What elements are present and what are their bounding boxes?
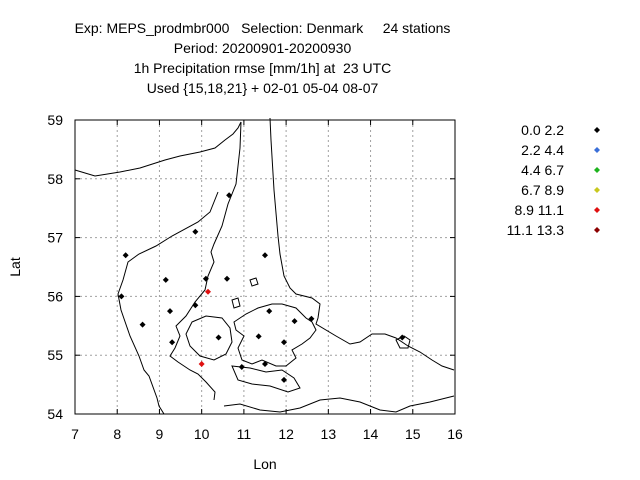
legend-label: 11.1 13.3 [507,222,565,238]
legend-label: 8.9 11.1 [514,202,564,218]
station-point [202,275,209,282]
title-line-3: 1h Precipitation rmse [mm/1h] at 23 UTC [133,60,392,76]
station-point [205,288,211,295]
station-point [226,192,233,199]
legend-marker [594,187,600,193]
coastline-lolland [231,365,301,393]
x-tick-label: 16 [447,426,463,442]
grid [75,120,455,414]
station-point [238,363,245,370]
coastline-funen [185,315,233,361]
legend: 0.0 2.2 2.2 4.4 4.4 6.7 6.7 8.9 8.9 11.1 11.1… [507,122,600,238]
title-line-2: Period: 20200901-20200930 [173,40,352,56]
x-tick-label: 9 [156,426,164,442]
title-line-4: Used {15,18,21} + 02-01 05-04 08-07 [146,80,379,96]
plot-frame [74,119,456,415]
x-tick-label: 8 [113,426,121,442]
y-tick-label: 54 [47,406,63,422]
legend-marker [594,167,600,173]
legend-label: 6.7 8.9 [521,182,564,198]
station-point [169,339,176,346]
coastline-samso [231,297,241,309]
legend-label: 2.2 4.4 [521,142,564,158]
legend-marker [594,147,600,153]
coastline-sweden [269,117,455,371]
station-point [308,315,315,322]
station-point [192,228,199,235]
station-point [167,308,173,315]
x-tick-label: 15 [405,426,421,442]
x-tick-label: 14 [363,426,379,442]
coastline-jutland [74,121,242,415]
station-point [399,334,406,341]
legend-marker [594,127,600,133]
legend-label: 0.0 2.2 [521,122,564,138]
legend-marker [594,207,600,213]
coastline-zealand [233,303,317,367]
coastline-jutland-east [169,121,242,401]
station-point [262,361,268,368]
coastline-baltic-south [223,395,455,413]
x-axis-label: Lon [253,456,276,472]
y-tick-label: 58 [47,171,63,187]
legend-marker [594,227,600,233]
x-tick-label: 10 [194,426,210,442]
x-tick-label: 11 [237,426,252,442]
station-point [281,376,287,383]
y-tick-label: 56 [47,288,63,304]
x-tick-label: 12 [278,426,294,442]
coastline [74,117,455,415]
coastline-anholt [249,277,259,287]
x-tick-label: 13 [321,426,337,442]
station-point [139,321,146,328]
station-point [262,252,268,259]
station-point [215,334,222,341]
station-point [118,293,125,300]
station-point [291,318,298,325]
axis-ticks: 7 8 9 10 11 12 13 14 15 16 54 55 56 57 58 59 [47,112,463,442]
legend-label: 4.4 6.7 [521,162,564,178]
station-point [224,275,230,282]
station-point [198,361,205,368]
y-axis-label: Lat [7,257,23,277]
x-tick-label: 7 [71,426,79,442]
y-tick-label: 55 [47,347,63,363]
station-point [255,333,262,340]
station-point [266,308,273,315]
title-line-1: Exp: MEPS_prodmbr000 Selection: Denmark … [74,20,451,36]
station-point [281,339,287,346]
station-point [162,276,169,283]
station-point [122,252,129,259]
y-tick-label: 57 [47,230,63,246]
station-points [118,192,406,383]
station-point [192,302,199,309]
y-tick-label: 59 [47,112,63,128]
